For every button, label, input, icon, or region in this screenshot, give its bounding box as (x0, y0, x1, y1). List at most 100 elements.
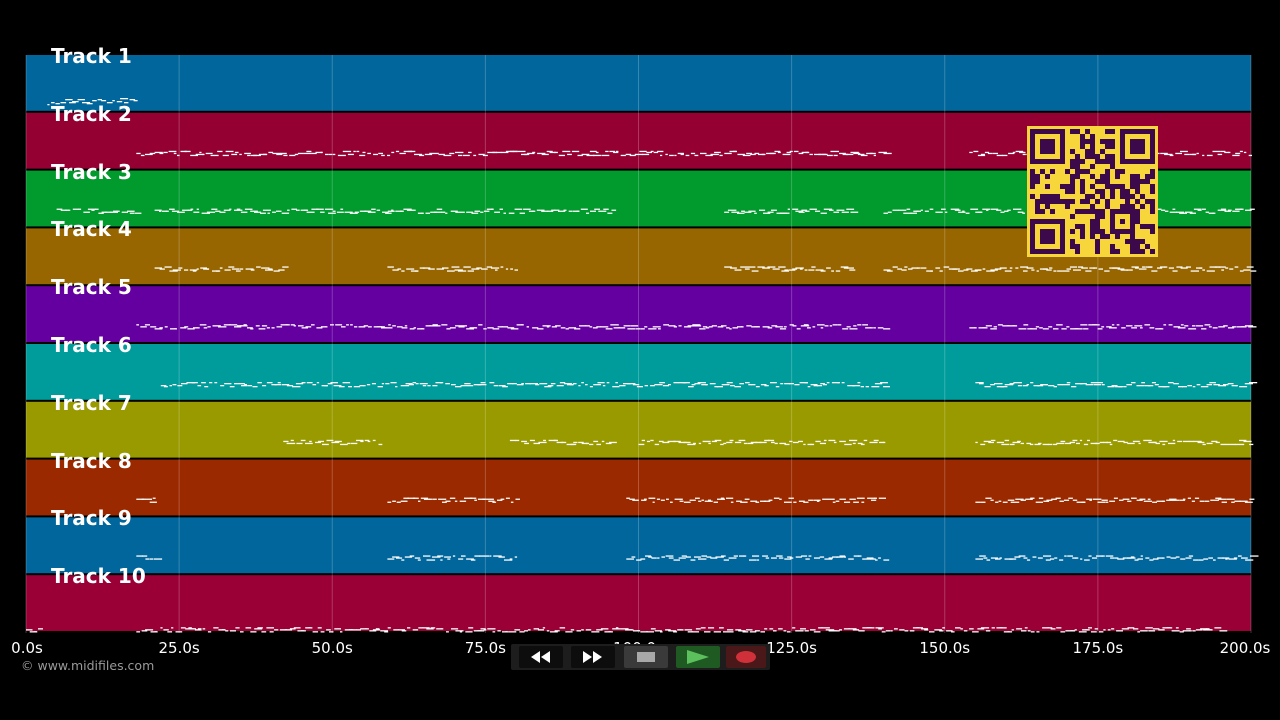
note-mark (627, 383, 636, 385)
note-mark (521, 383, 524, 385)
note-mark (312, 631, 319, 633)
note-mark (773, 630, 777, 632)
note-mark (1113, 439, 1118, 442)
note-mark (687, 443, 696, 446)
note-mark (733, 555, 738, 557)
note-mark (1203, 558, 1209, 560)
note-mark (295, 383, 304, 385)
note-mark (1021, 630, 1027, 632)
note-mark (1194, 497, 1200, 499)
note-mark (430, 211, 437, 213)
note-mark (467, 270, 474, 272)
note-mark (604, 631, 612, 633)
note-mark (392, 269, 399, 271)
note-mark (784, 443, 790, 446)
note-mark (723, 631, 731, 633)
note-mark (449, 497, 456, 499)
note-mark (344, 629, 354, 631)
note-mark (1155, 208, 1162, 210)
note-mark (789, 269, 796, 271)
play-button[interactable] (676, 646, 720, 668)
note-mark (792, 325, 797, 327)
note-mark (471, 212, 479, 214)
note-mark (857, 324, 862, 326)
note-mark (311, 208, 319, 210)
note-mark (474, 555, 480, 557)
note-mark (678, 557, 686, 559)
note-mark (515, 498, 520, 500)
note-mark (289, 154, 296, 157)
note-mark (1225, 267, 1229, 269)
note-mark (984, 386, 991, 388)
note-mark (240, 631, 244, 633)
note-mark (732, 150, 737, 153)
note-mark (290, 324, 295, 326)
note-mark (997, 324, 1003, 326)
record-button[interactable] (726, 646, 766, 668)
note-mark (250, 210, 258, 212)
rewind-button[interactable] (519, 646, 563, 668)
note-mark (1209, 382, 1216, 384)
note-mark (365, 628, 369, 630)
note-mark (620, 628, 629, 630)
note-mark (363, 325, 369, 327)
note-mark (657, 150, 664, 153)
note-mark (507, 327, 515, 329)
note-mark (229, 630, 236, 632)
note-mark (807, 386, 811, 388)
note-mark (1009, 267, 1013, 269)
note-mark (586, 212, 590, 214)
note-mark (1004, 384, 1014, 386)
note-mark (784, 558, 792, 560)
note-mark (171, 627, 174, 629)
note-mark (371, 383, 376, 385)
note-mark (546, 150, 553, 153)
note-mark (289, 628, 296, 630)
note-mark (1000, 386, 1008, 388)
note-mark (1026, 559, 1031, 561)
note-mark (1160, 266, 1166, 268)
note-mark (64, 209, 69, 211)
note-mark (384, 327, 393, 329)
note-mark (1009, 383, 1015, 385)
note-mark (219, 211, 226, 213)
note-mark (714, 151, 721, 154)
note-mark (358, 326, 366, 328)
note-mark (1182, 498, 1186, 500)
note-mark (1086, 498, 1093, 500)
note-mark (869, 441, 878, 444)
note-mark (266, 627, 274, 629)
note-mark (630, 325, 639, 327)
track-label: Track 3 (51, 159, 132, 184)
note-mark (542, 627, 546, 629)
note-mark (136, 152, 141, 155)
stop-button[interactable] (624, 646, 668, 668)
note-mark (169, 385, 172, 387)
note-mark (776, 212, 784, 214)
note-mark (586, 154, 595, 157)
note-mark (549, 151, 556, 154)
note-mark (297, 152, 304, 155)
note-mark (1092, 557, 1097, 559)
note-mark (1044, 384, 1048, 386)
note-mark (820, 270, 826, 272)
note-mark (665, 629, 671, 631)
note-mark (477, 498, 486, 500)
note-mark (670, 501, 673, 503)
note-mark (381, 383, 385, 385)
note-mark (407, 150, 412, 153)
note-mark (680, 629, 684, 631)
note-mark (1164, 153, 1173, 156)
note-mark (398, 629, 405, 631)
note-mark (710, 557, 718, 559)
note-mark (1088, 555, 1092, 557)
note-mark (850, 211, 859, 213)
note-mark (60, 102, 67, 104)
note-mark (1192, 386, 1196, 388)
note-mark (177, 211, 185, 213)
note-mark (1218, 498, 1227, 500)
note-mark (428, 268, 432, 270)
time-tick-label: 50.0s (311, 639, 353, 657)
note-mark (871, 499, 877, 501)
fast-forward-button[interactable] (571, 646, 615, 668)
